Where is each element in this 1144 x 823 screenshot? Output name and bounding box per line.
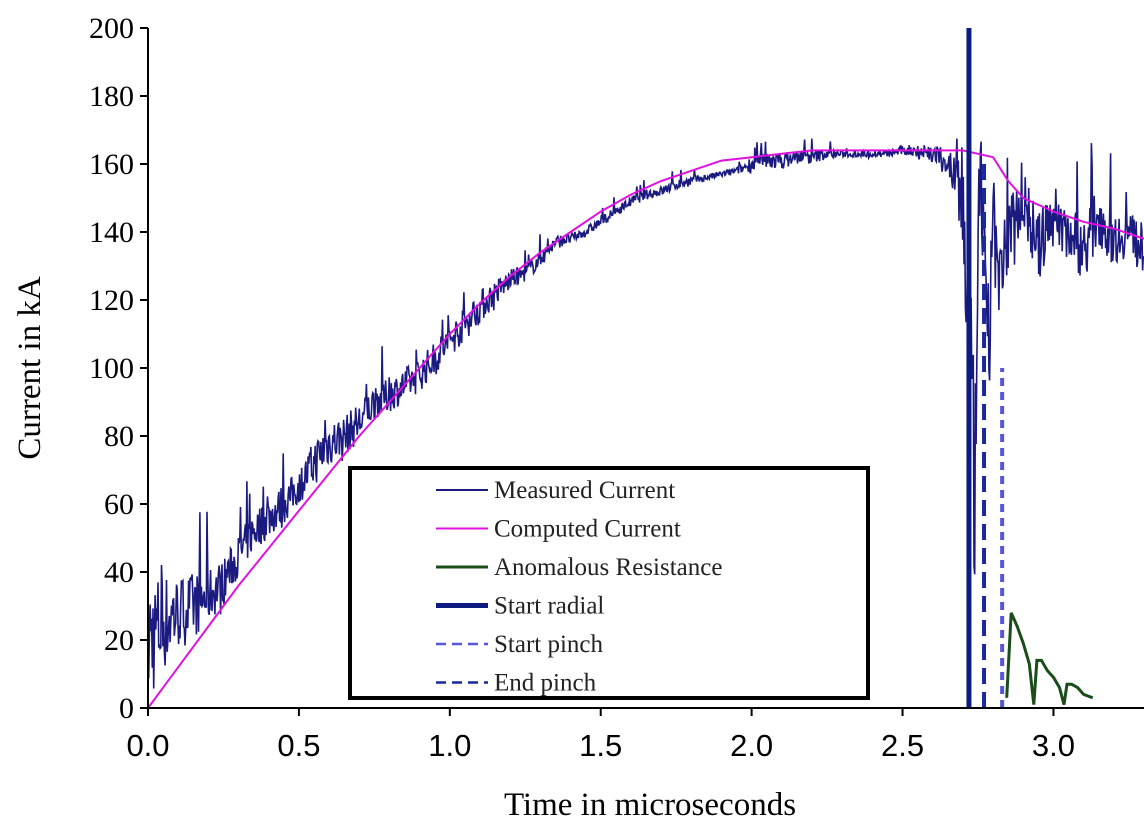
x-tick-label: 1.0 (428, 728, 471, 763)
legend-label: Computed Current (494, 516, 681, 543)
y-tick-label: 0 (119, 692, 134, 725)
legend-label: Start radial (494, 593, 604, 620)
legend-label: Measured Current (494, 477, 675, 504)
y-tick-label: 200 (89, 12, 134, 45)
series-computed-current (148, 149, 1144, 708)
y-tick-label: 120 (89, 284, 134, 317)
y-axis-title: Current in kA (12, 276, 48, 459)
x-tick-label: 1.5 (579, 728, 622, 763)
y-tick-label: 60 (104, 488, 134, 521)
x-tick-label: 0.0 (126, 728, 169, 763)
y-tick-label: 100 (89, 352, 134, 385)
series-anomalous-resistance (1005, 612, 1094, 705)
legend-label: Start pinch (494, 631, 604, 658)
x-tick-label: 2.5 (881, 728, 924, 763)
x-tick-label: 3.0 (1032, 728, 1075, 763)
x-tick-label: 0.5 (277, 728, 320, 763)
y-tick-label: 40 (104, 556, 134, 589)
legend-box (348, 466, 870, 700)
y-tick-label: 180 (89, 80, 134, 113)
y-tick-label: 80 (104, 420, 134, 453)
legend: Measured Current Computed Current Anomalou… (348, 466, 870, 700)
y-tick-label: 140 (89, 216, 134, 249)
y-tick-label: 20 (104, 624, 134, 657)
x-tick-label: 2.0 (730, 728, 773, 763)
x-axis-title: Time in microseconds (504, 787, 796, 823)
legend-label: Anomalous Resistance (494, 554, 722, 581)
legend-label: End pinch (494, 670, 597, 697)
y-tick-label: 160 (89, 148, 134, 181)
series-measured-current (148, 138, 1144, 689)
